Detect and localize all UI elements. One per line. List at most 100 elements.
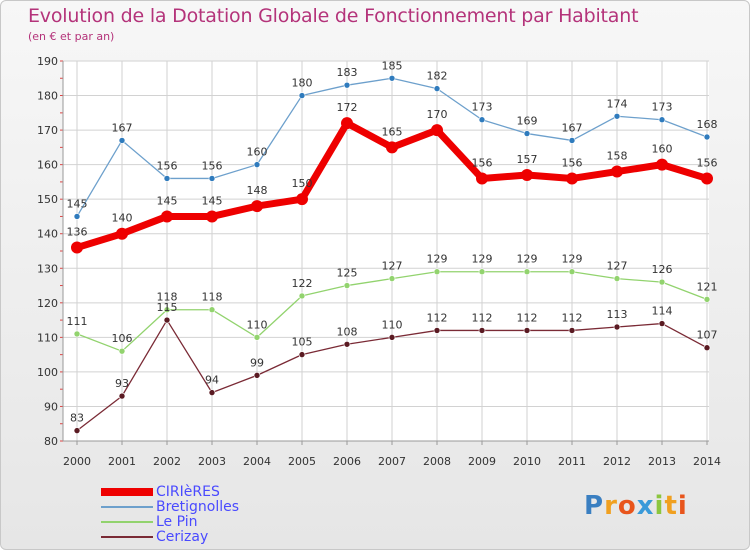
x-tick-label: 2013	[648, 455, 676, 468]
data-point-ciri-res	[341, 117, 353, 130]
data-label-ciri-res: 145	[202, 194, 223, 207]
legend-item-cerizay[interactable]: Cerizay	[101, 530, 341, 545]
data-label-cerizay: 107	[697, 329, 718, 342]
data-point-bretignolles	[478, 116, 486, 124]
y-tick-label: 120	[37, 297, 58, 310]
legend-item-le-pin[interactable]: Le Pin	[101, 515, 341, 530]
data-label-le-pin: 129	[562, 253, 583, 266]
y-tick-label: 140	[37, 228, 58, 241]
data-point-le-pin	[478, 268, 486, 276]
data-label-le-pin: 129	[427, 253, 448, 266]
y-tick-label: 170	[37, 124, 58, 137]
x-tick-label: 2003	[198, 455, 226, 468]
data-label-le-pin: 111	[67, 315, 88, 328]
x-tick-label: 2012	[603, 455, 631, 468]
data-point-ciri-res	[71, 241, 83, 254]
legend-swatch-bretignolles	[101, 506, 153, 508]
series-group	[71, 74, 713, 434]
data-label-bretignolles: 180	[292, 77, 313, 90]
data-label-ciri-res: 156	[562, 156, 583, 169]
x-tick-label: 2002	[153, 455, 181, 468]
data-label-le-pin: 118	[157, 291, 178, 304]
legend-item-cirieres[interactable]: CIRIèRES	[101, 485, 341, 500]
data-label-bretignolles: 167	[562, 121, 583, 134]
data-point-bretignolles	[73, 213, 81, 220]
data-label-cerizay: 83	[70, 412, 84, 425]
legend-item-bretignolles[interactable]: Bretignolles	[101, 500, 341, 515]
data-point-ciri-res	[116, 227, 128, 240]
x-tick-label: 2014	[693, 455, 721, 468]
legend-label-bretignolles: Bretignolles	[156, 499, 240, 515]
data-point-le-pin	[343, 282, 351, 289]
data-point-bretignolles	[343, 81, 351, 89]
data-label-cerizay: 110	[382, 318, 403, 331]
data-point-cerizay	[568, 327, 576, 334]
data-label-ciri-res: 165	[382, 125, 403, 138]
data-point-le-pin	[523, 268, 531, 276]
data-point-le-pin	[298, 292, 306, 300]
data-label-bretignolles: 169	[517, 115, 538, 128]
data-label-le-pin: 129	[472, 253, 493, 266]
data-label-bretignolles: 145	[67, 197, 88, 210]
data-point-bretignolles	[118, 137, 126, 144]
data-label-le-pin: 127	[382, 260, 403, 273]
legend-label-cirieres: CIRIèRES	[156, 484, 220, 500]
x-tick-label: 2005	[288, 455, 316, 468]
data-point-le-pin	[118, 347, 126, 355]
data-point-ciri-res	[521, 169, 533, 181]
y-tick-label: 180	[37, 90, 58, 103]
data-label-bretignolles: 173	[652, 101, 673, 114]
chart-subtitle: (en € et par an)	[28, 30, 115, 43]
legend-swatch-cerizay	[101, 536, 153, 538]
data-label-le-pin: 106	[112, 332, 133, 345]
data-point-le-pin	[658, 278, 666, 286]
legend-swatch-le-pin	[101, 521, 153, 523]
logo-letter: t	[664, 491, 678, 521]
data-label-ciri-res: 145	[157, 194, 178, 207]
data-label-bretignolles: 185	[382, 59, 403, 72]
data-label-le-pin: 110	[247, 318, 268, 331]
data-label-bretignolles: 168	[697, 118, 718, 131]
data-point-cerizay	[253, 372, 261, 379]
data-label-bretignolles: 160	[247, 146, 268, 159]
data-point-bretignolles	[388, 74, 396, 82]
legend: CIRIèRES Bretignolles Le Pin Cerizay	[101, 485, 341, 545]
logo-letter: x	[636, 491, 655, 521]
x-tick-label: 2009	[468, 455, 496, 468]
y-tick-label: 100	[37, 366, 58, 379]
data-label-le-pin: 118	[202, 291, 223, 304]
data-point-ciri-res	[386, 141, 398, 154]
data-point-ciri-res	[206, 210, 218, 223]
data-label-cerizay: 112	[517, 311, 538, 324]
data-label-cerizay: 113	[607, 308, 628, 321]
data-point-ciri-res	[296, 193, 308, 206]
data-point-cerizay	[658, 320, 666, 327]
data-point-le-pin	[388, 275, 396, 282]
data-point-cerizay	[163, 316, 171, 324]
data-point-ciri-res	[476, 172, 488, 185]
x-tick-label: 2001	[108, 455, 136, 468]
data-label-bretignolles: 183	[337, 66, 358, 79]
data-label-cerizay: 112	[472, 311, 493, 324]
data-label-ciri-res: 148	[247, 184, 268, 197]
logo-letter: P	[584, 491, 605, 521]
y-tick-label: 110	[37, 331, 58, 344]
x-tick-label: 2006	[333, 455, 361, 468]
x-tick-label: 2007	[378, 455, 406, 468]
plot-area	[63, 61, 709, 441]
data-point-le-pin	[703, 296, 711, 303]
y-tick-label: 150	[37, 193, 58, 206]
data-point-le-pin	[613, 275, 621, 282]
data-label-cerizay: 93	[115, 377, 129, 390]
data-label-ciri-res: 170	[427, 108, 448, 121]
legend-swatch-cirieres	[101, 488, 153, 496]
proxiti-logo[interactable]: Proxiti	[584, 491, 688, 521]
data-label-ciri-res: 136	[67, 226, 88, 239]
data-label-bretignolles: 174	[607, 97, 628, 110]
data-point-bretignolles	[523, 130, 531, 137]
y-tick-label: 80	[44, 435, 58, 448]
x-tick-label: 2008	[423, 455, 451, 468]
data-label-ciri-res: 158	[607, 150, 628, 163]
